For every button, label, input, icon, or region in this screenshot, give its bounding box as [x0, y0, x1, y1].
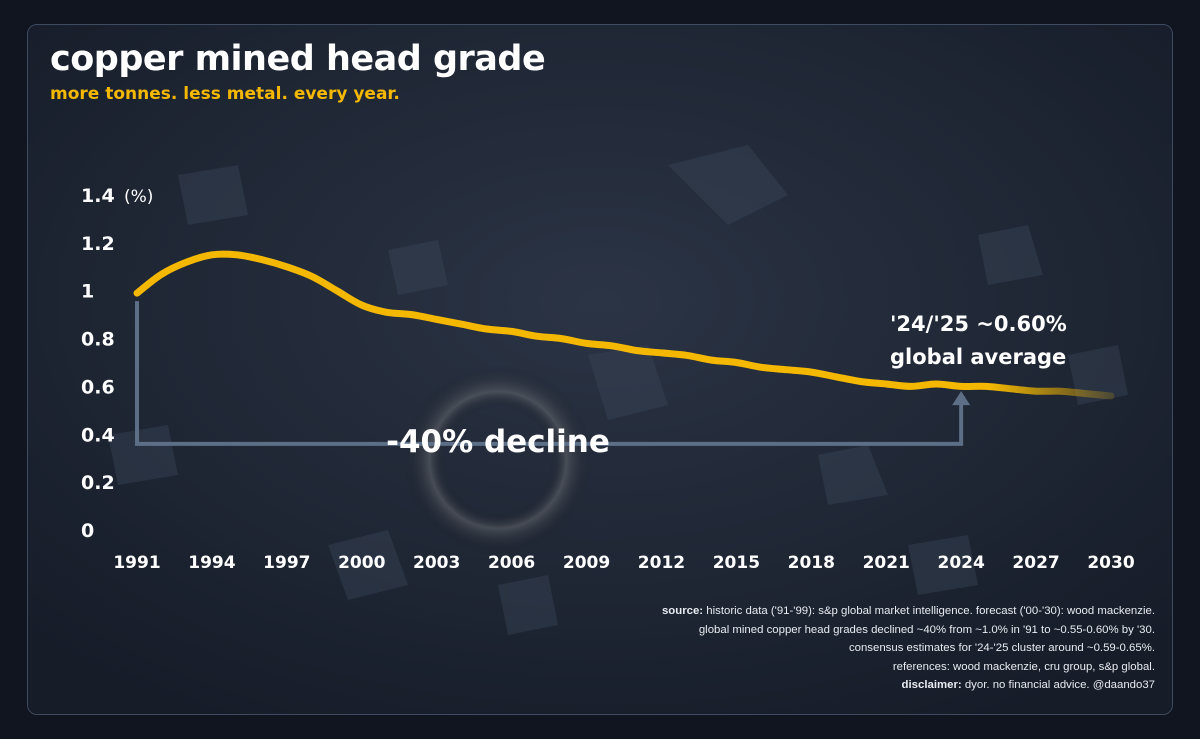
line-chart: 0 0.2 0.4 0.6 0.8 1 1.2 1.4 (%) 1991 1994 1997 2000…	[81, 185, 1135, 573]
disclaimer-label: disclaimer:	[901, 679, 962, 692]
y-axis: 0 0.2 0.4 0.6 0.8 1 1.2 1.4 (%)	[81, 185, 153, 542]
annotation-labels: '24/'25 ~0.60% global average	[890, 312, 1067, 369]
x-tick-label: 1991	[113, 553, 160, 573]
x-tick-label: 2015	[713, 553, 760, 573]
source-notes: source: historic data ('91-'99): s&p glo…	[435, 602, 1155, 695]
chart-subtitle: more tonnes. less metal. every year.	[50, 84, 400, 104]
x-tick-label: 2018	[788, 553, 835, 573]
x-tick-label: 1997	[263, 553, 310, 573]
x-tick-label: 2000	[338, 553, 385, 573]
decline-bracket-line	[135, 301, 964, 446]
x-axis: 1991 1994 1997 2000 2003 2006 2009 2012 2015 2018…	[113, 553, 1134, 573]
y-tick-label: 1.2	[81, 233, 115, 255]
y-tick-label: 0.4	[81, 424, 115, 446]
y-tick-label: 1	[81, 281, 94, 303]
y-tick-label: 0.2	[81, 472, 115, 494]
decline-arrowhead-icon	[952, 391, 971, 406]
source-line-2: global mined copper head grades declined…	[698, 623, 1155, 636]
x-tick-label: 2024	[937, 553, 984, 573]
source-line-4: references: wood mackenzie, cru group, s…	[892, 660, 1155, 673]
background-texture	[28, 25, 1172, 714]
callout-line-2: global average	[890, 345, 1066, 369]
x-tick-label: 2012	[638, 553, 685, 573]
source-text: historic data ('91-'99): s&p global mark…	[703, 605, 1155, 617]
y-tick-label: 1.4	[81, 185, 115, 207]
decline-annotation: -40% decline	[135, 301, 971, 460]
disclaimer-text: dyor. no financial advice. @daando37	[961, 679, 1155, 692]
source-line-3: consensus estimates for '24-'25 cluster …	[848, 642, 1155, 655]
y-tick-label: 0.8	[81, 329, 115, 351]
x-tick-label: 2027	[1012, 553, 1059, 573]
x-tick-label: 2006	[488, 553, 535, 573]
x-tick-label: 2030	[1087, 553, 1134, 573]
callout-line-1: '24/'25 ~0.60%	[890, 312, 1067, 336]
y-tick-label: 0	[81, 520, 94, 542]
disclaimer-line: disclaimer: dyor. no financial advice. @…	[435, 676, 1155, 695]
series-group	[133, 250, 1115, 400]
x-tick-label: 2021	[863, 553, 910, 573]
chart-title: copper mined head grade	[50, 39, 546, 79]
y-tick-label: 0.6	[81, 376, 115, 398]
source-line-1: source: historic data ('91-'99): s&p glo…	[435, 602, 1155, 621]
head-grade-line	[133, 250, 1115, 400]
source-label: source:	[661, 605, 704, 617]
y-unit-label: (%)	[124, 187, 153, 207]
decline-label: -40% decline	[386, 424, 610, 460]
chart-card: copper mined head grade more tonnes. les…	[27, 24, 1173, 715]
x-tick-label: 1994	[188, 553, 235, 573]
x-tick-label: 2009	[563, 553, 610, 573]
x-tick-label: 2003	[413, 553, 460, 573]
